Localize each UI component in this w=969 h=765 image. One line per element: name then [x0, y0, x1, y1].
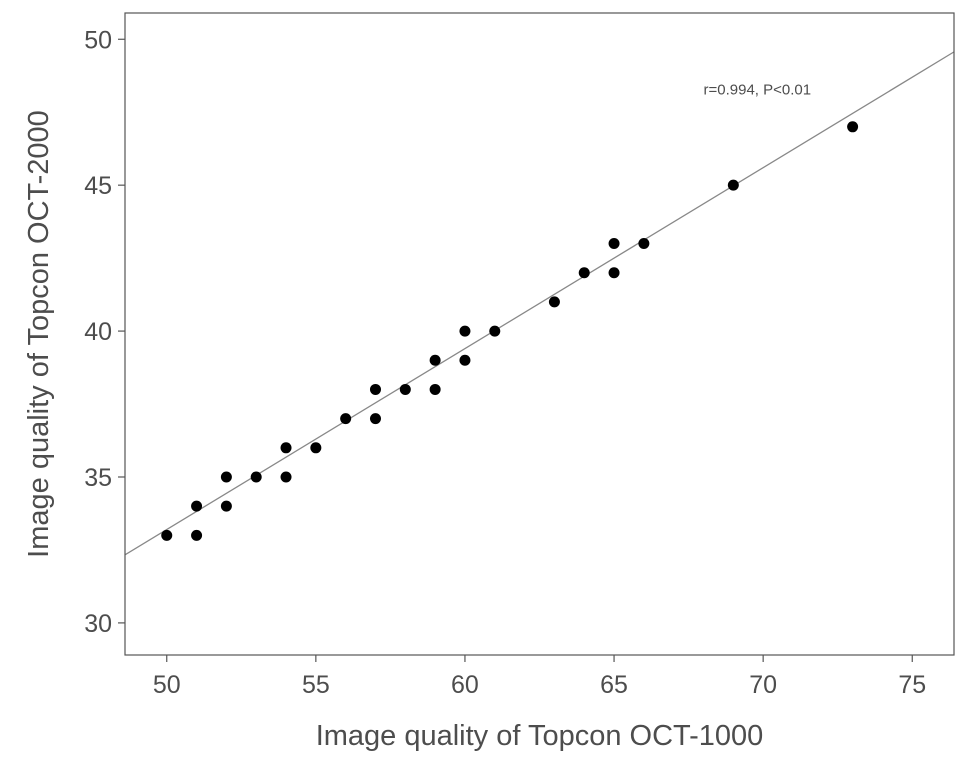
data-point	[399, 383, 411, 395]
y-tick-label: 35	[84, 464, 112, 492]
data-points	[161, 121, 859, 541]
x-tick-label: 60	[451, 671, 479, 699]
x-tick-label: 50	[153, 671, 181, 699]
data-point	[548, 296, 560, 308]
data-point	[369, 383, 381, 395]
data-point	[369, 413, 381, 425]
x-tick-label: 70	[749, 671, 777, 699]
data-point	[727, 179, 739, 191]
data-point	[340, 413, 352, 425]
data-point	[161, 529, 173, 541]
y-tick-label: 45	[84, 172, 112, 200]
fit-line-layer	[124, 51, 955, 556]
data-point	[429, 354, 441, 366]
x-tick-label: 55	[302, 671, 330, 699]
x-tick-label: 75	[898, 671, 926, 699]
y-tick-label: 50	[84, 26, 112, 54]
data-point	[250, 471, 262, 483]
data-point	[847, 121, 859, 133]
y-tick-label: 40	[84, 318, 112, 346]
y-axis-ticks: 30 35 40 45 50	[84, 26, 125, 638]
data-point	[608, 238, 620, 250]
regression-line	[124, 51, 955, 556]
data-point	[608, 267, 620, 279]
data-point	[638, 238, 650, 250]
correlation-annotation: r=0.994, P<0.01	[704, 82, 812, 99]
data-point	[280, 471, 292, 483]
data-point	[489, 325, 501, 337]
data-point	[191, 500, 203, 512]
data-point	[578, 267, 590, 279]
x-tick-label: 65	[600, 671, 628, 699]
data-point	[280, 442, 292, 454]
data-point	[220, 500, 232, 512]
x-axis-ticks: 50 55 60 65 70 75	[153, 655, 926, 699]
y-tick-label: 30	[84, 610, 112, 638]
data-point	[220, 471, 232, 483]
data-point	[310, 442, 322, 454]
x-axis-title: Image quality of Topcon OCT-1000	[316, 720, 764, 752]
data-point	[459, 325, 471, 337]
data-point	[191, 529, 203, 541]
data-point	[429, 383, 441, 395]
data-point	[459, 354, 471, 366]
y-axis-title: Image quality of Topcon OCT-2000	[23, 110, 55, 558]
plot-frame	[124, 12, 955, 656]
